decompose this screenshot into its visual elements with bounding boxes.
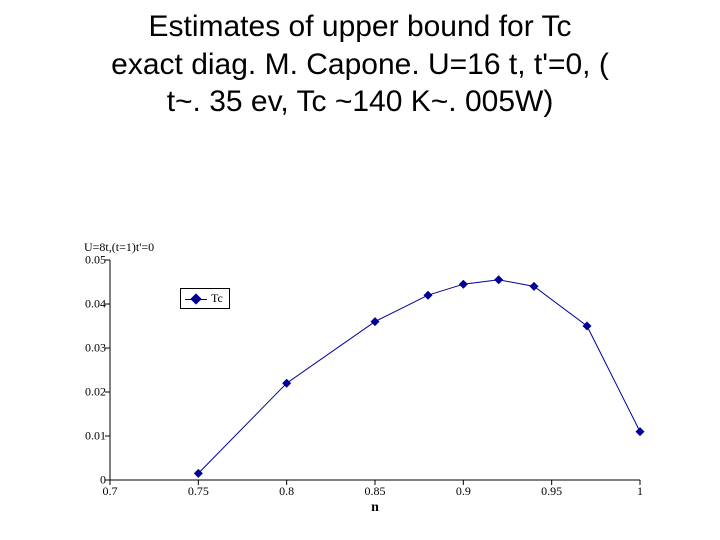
x-tick-label: 0.8	[279, 480, 294, 499]
chart-container: U=8t,(t=1)t'=0 0.70.750.80.850.90.95100.…	[60, 240, 660, 520]
y-tick-label: 0	[100, 473, 110, 488]
y-tick-label: 0.04	[85, 297, 110, 312]
x-tick-label: 0.95	[541, 480, 562, 499]
slide-title: Estimates of upper bound for Tc exact di…	[0, 8, 720, 121]
chart-legend: Tc	[180, 288, 230, 309]
series-marker	[583, 322, 592, 331]
series-marker	[636, 427, 645, 436]
x-tick-label: 0.85	[365, 480, 386, 499]
y-tick-label: 0.03	[85, 341, 110, 356]
y-tick-label: 0.05	[85, 253, 110, 268]
legend-label: Tc	[211, 291, 223, 306]
series-marker	[424, 291, 433, 300]
series-marker	[459, 280, 468, 289]
x-tick-label: 0.75	[188, 480, 209, 499]
title-line-3: t~. 35 ev, Tc ~140 K~. 005W)	[167, 85, 554, 118]
series-marker	[371, 317, 380, 326]
title-line-2: exact diag. M. Capone. U=16 t, t'=0, (	[111, 48, 609, 81]
series-marker	[494, 275, 503, 284]
x-axis-label: n	[371, 500, 379, 516]
legend-swatch	[185, 293, 207, 305]
title-line-1: Estimates of upper bound for Tc	[148, 10, 571, 43]
chart-plot-area: 0.70.750.80.850.90.95100.010.020.030.040…	[110, 260, 640, 480]
series-line	[198, 280, 640, 474]
x-tick-label: 0.9	[456, 480, 471, 499]
y-tick-label: 0.02	[85, 385, 110, 400]
x-tick-label: 1	[637, 480, 643, 499]
series-marker	[530, 282, 539, 291]
y-tick-label: 0.01	[85, 429, 110, 444]
